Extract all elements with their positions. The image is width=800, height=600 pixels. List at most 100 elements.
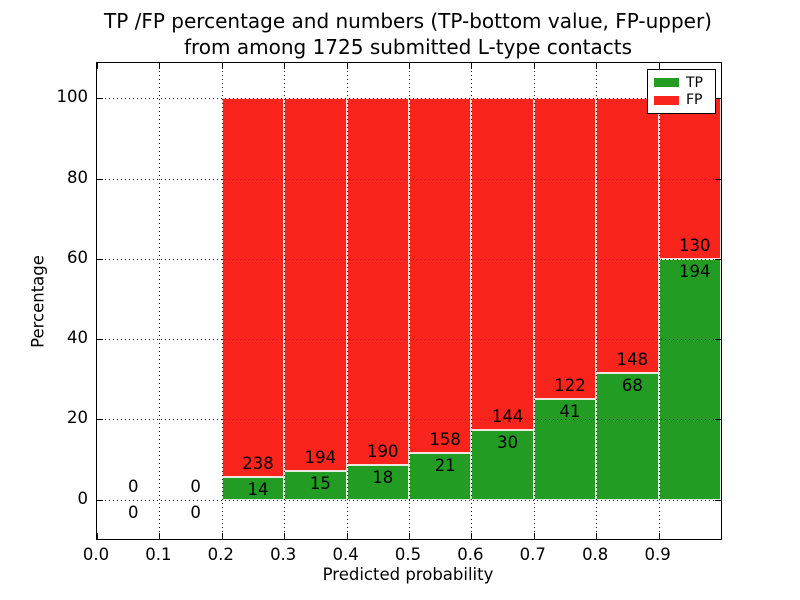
chart-title-line2: from among 1725 submitted L-type contact… [183, 35, 633, 59]
y-tick-mark-right [715, 178, 721, 180]
bar-segment-tp [471, 430, 534, 500]
x-tick-label: 0.2 [207, 545, 234, 564]
x-tick-mark-bottom [533, 533, 535, 539]
tp-count-label: 21 [434, 455, 456, 475]
x-tick-mark-top [221, 63, 223, 69]
tp-count-label: 41 [559, 401, 581, 421]
y-axis-label: Percentage [28, 255, 48, 348]
x-tick-mark-top [409, 63, 410, 69]
y-tick-label: 100 [56, 87, 89, 107]
x-tick-mark-top [533, 63, 535, 69]
v-gridline [409, 63, 410, 539]
x-tick-mark-bottom [596, 533, 598, 539]
tp-swatch-icon [654, 78, 679, 88]
x-tick-label: 0.0 [82, 545, 110, 564]
tp-count-label: 14 [247, 480, 269, 500]
bar-segment-tp [533, 398, 597, 500]
x-tick-mark-bottom [346, 533, 348, 539]
tp-count-label: 15 [309, 473, 331, 493]
x-tick-mark-top [159, 63, 161, 69]
x-tick-mark-top [471, 63, 473, 69]
v-gridline [533, 63, 535, 539]
chart-title: TP /FP percentage and numbers (TP-bottom… [96, 8, 720, 60]
x-tick-mark-top [97, 63, 98, 69]
v-gridline [471, 63, 473, 539]
tp-count-label: 0 [190, 502, 201, 522]
fp-count-label: 148 [616, 350, 649, 370]
x-tick-mark-bottom [409, 533, 410, 539]
x-tick-label: 0.6 [457, 545, 484, 564]
x-tick-label: 0.7 [519, 545, 546, 564]
x-tick-mark-bottom [159, 533, 161, 539]
legend-item-tp: TP [654, 76, 709, 90]
x-tick-mark-top [658, 63, 660, 69]
plot-area: 0 0 0 0 238 14 194 15 190 18 158 21 144 30 122 41 148 68 1… [96, 62, 722, 540]
fp-count-label: 130 [679, 236, 711, 256]
fp-count-label: 158 [429, 429, 461, 449]
bar-segment-fp [221, 98, 285, 478]
legend-item-fp: FP [654, 93, 709, 107]
y-tick-mark-right [715, 339, 721, 341]
y-tick-mark-left [97, 419, 103, 421]
x-tick-mark-top [596, 63, 598, 69]
bar-segment-tp [284, 470, 347, 500]
tp-count-label: 0 [127, 502, 139, 522]
x-tick-mark-bottom [471, 533, 473, 539]
fp-count-label: 190 [367, 441, 399, 461]
v-gridline [284, 63, 286, 539]
x-axis-label: Predicted probability [322, 565, 494, 584]
fp-swatch-icon [654, 95, 679, 105]
bar-segment-tp [596, 373, 659, 500]
tp-count-label: 194 [679, 262, 711, 282]
y-tick-label: 20 [67, 408, 88, 428]
y-tick-label: 60 [67, 247, 88, 267]
tp-count-label: 18 [372, 467, 394, 487]
y-tick-mark-right [715, 499, 721, 501]
x-tick-label: 0.9 [644, 545, 671, 564]
v-gridline [159, 63, 161, 539]
y-tick-mark-left [97, 339, 103, 341]
x-tick-label: 0.3 [270, 545, 297, 564]
bar-segment-fp [471, 98, 534, 431]
legend-label-fp: FP [686, 92, 703, 109]
tp-count-label: 30 [497, 433, 519, 453]
legend-label-tp: TP [686, 74, 703, 91]
y-tick-label: 80 [67, 167, 88, 187]
fp-count-label: 238 [242, 454, 274, 474]
fp-count-label: 144 [491, 407, 524, 427]
y-tick-mark-right [715, 258, 721, 260]
x-tick-label: 0.1 [145, 545, 172, 564]
x-tick-mark-top [284, 63, 286, 69]
x-tick-mark-top [346, 63, 348, 69]
y-tick-mark-left [97, 98, 103, 100]
x-tick-label: 0.4 [332, 545, 359, 564]
v-gridline [658, 63, 660, 539]
x-tick-mark-bottom [97, 533, 98, 539]
x-tick-mark-bottom [658, 533, 660, 539]
y-tick-mark-left [97, 258, 103, 260]
bar-segment-tp [658, 259, 721, 500]
v-gridline [346, 63, 348, 539]
x-tick-label: 0.5 [394, 545, 422, 564]
tp-count-label: 68 [621, 376, 643, 396]
v-gridline [596, 63, 598, 539]
y-tick-mark-right [715, 419, 721, 421]
x-tick-mark-bottom [221, 533, 223, 539]
fp-count-label: 194 [304, 447, 337, 467]
y-tick-mark-right [715, 98, 721, 100]
bar-segment-fp [346, 98, 409, 465]
bar-segment-fp [409, 98, 472, 453]
fp-count-label: 0 [190, 476, 201, 496]
y-tick-mark-left [97, 178, 103, 180]
fp-count-label: 0 [127, 476, 139, 496]
y-tick-label: 0 [77, 488, 89, 508]
chart-title-line1: TP /FP percentage and numbers (TP-bottom… [104, 9, 712, 33]
x-tick-label: 0.8 [582, 545, 609, 564]
bar-segment-fp [596, 98, 659, 374]
y-tick-mark-left [97, 499, 103, 501]
bar-segment-fp [284, 98, 347, 471]
fp-count-label: 122 [554, 375, 586, 395]
bar-segment-fp [533, 98, 597, 399]
x-tick-mark-bottom [284, 533, 286, 539]
